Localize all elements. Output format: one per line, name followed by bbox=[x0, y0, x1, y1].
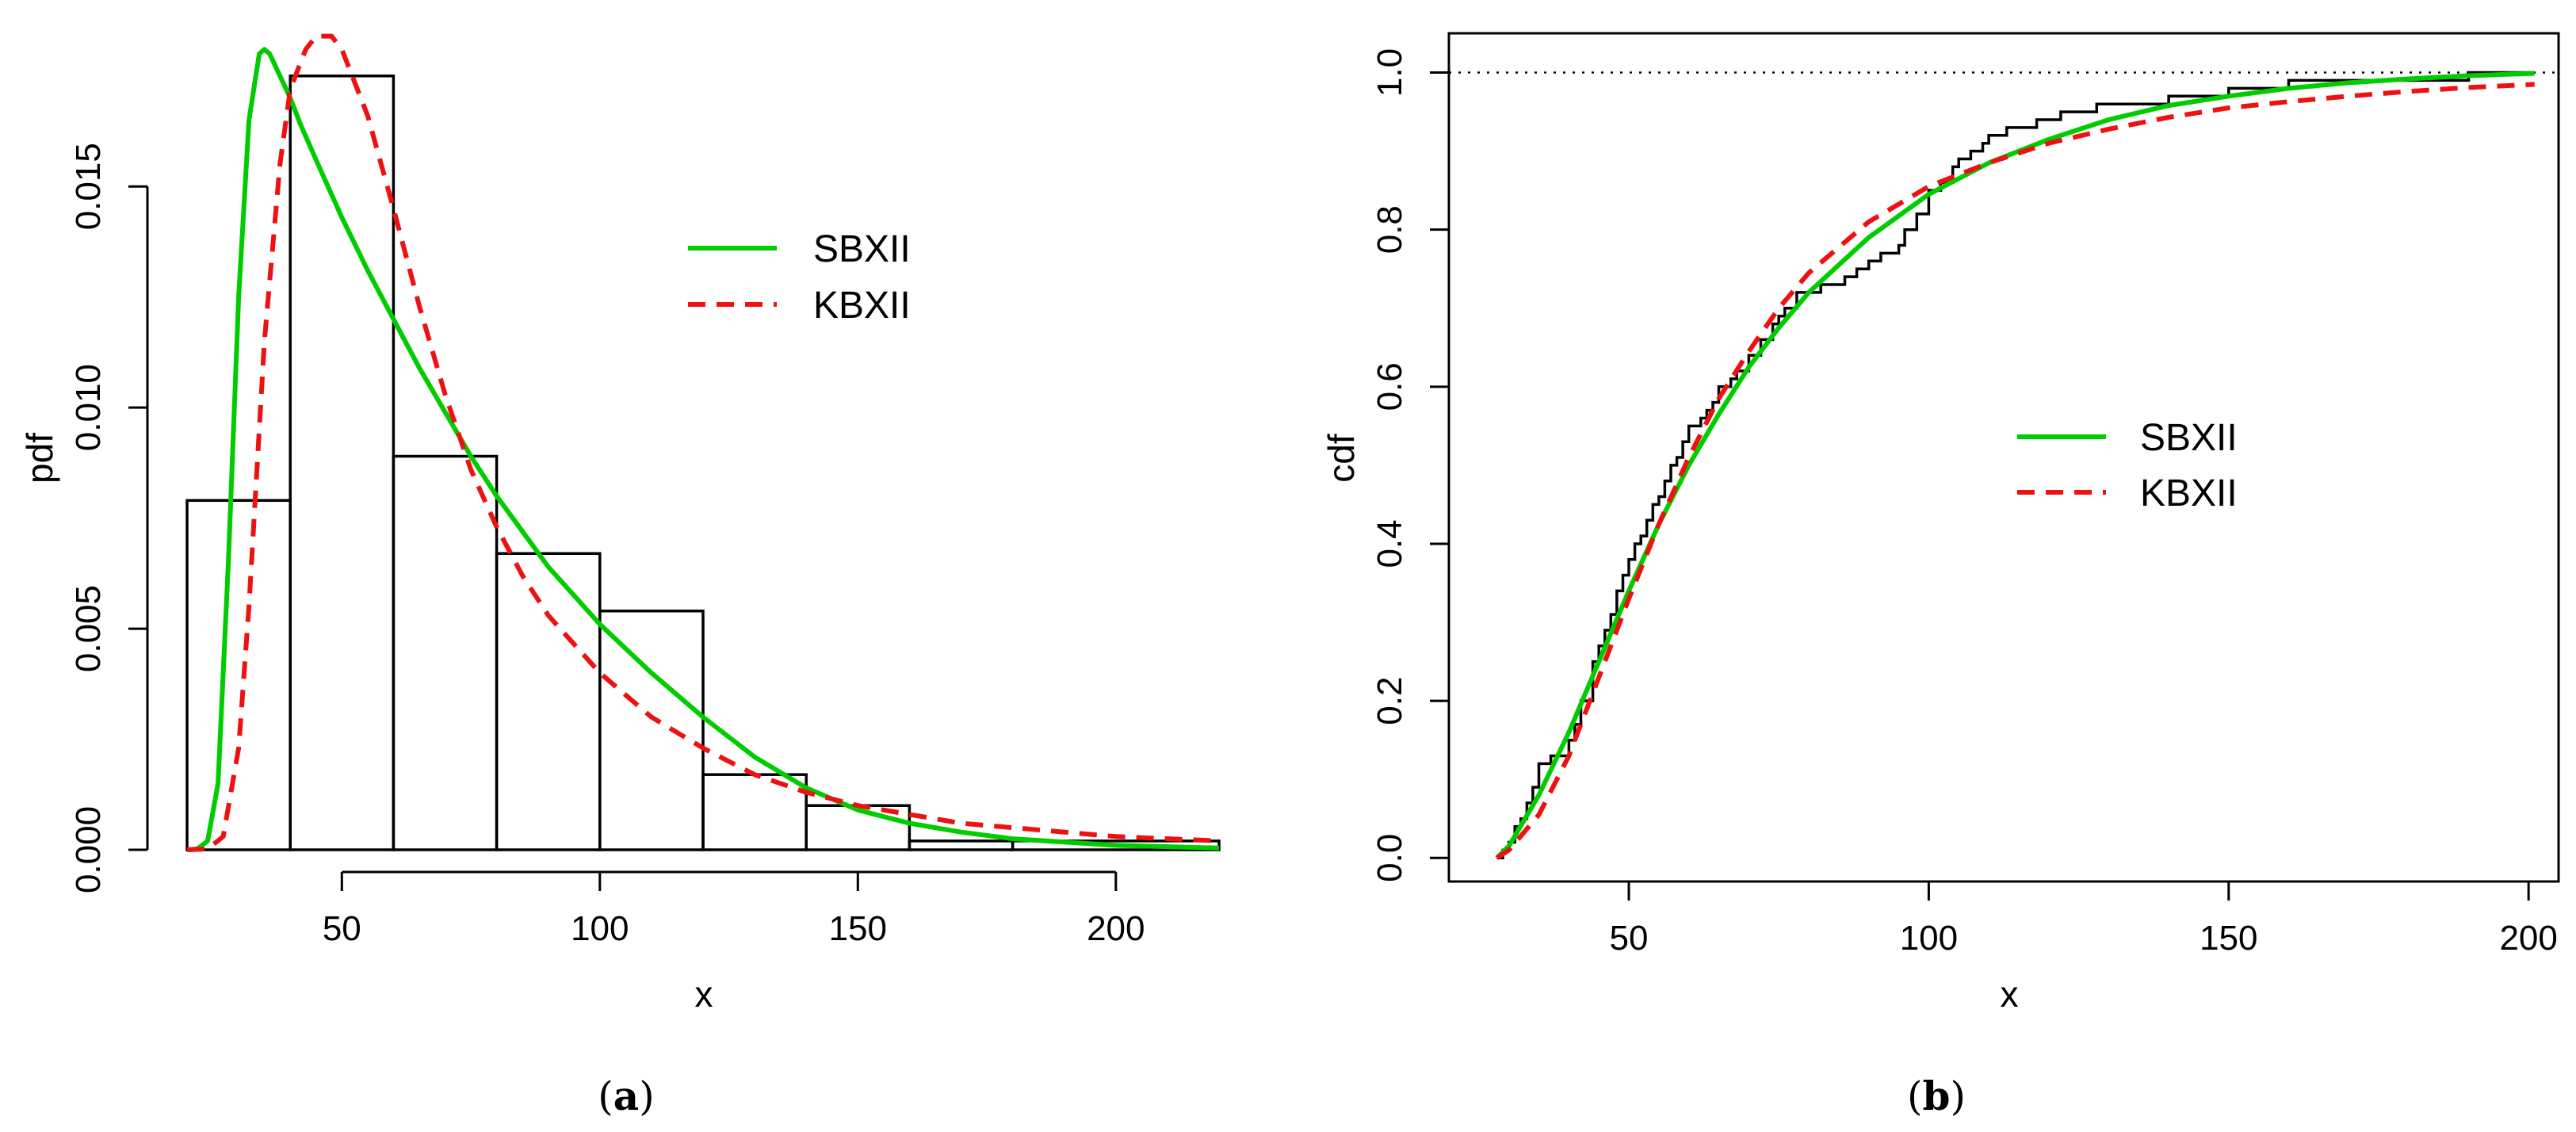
empirical-cdf-step bbox=[1496, 71, 2535, 860]
histogram-bar bbox=[598, 610, 705, 851]
legend: SBXII KBXII bbox=[2017, 417, 2238, 514]
plot-box bbox=[1447, 32, 2560, 883]
histogram-bar bbox=[908, 839, 1015, 851]
histogram-bar bbox=[289, 75, 396, 851]
histogram-bar bbox=[701, 773, 808, 851]
legend: SBXII KBXII bbox=[688, 228, 911, 327]
x-tick-label: 50 bbox=[323, 909, 361, 948]
x-tick-label: 100 bbox=[1900, 919, 1958, 958]
y-axis: 0.0 0.2 0.4 0.6 0.8 1.0 bbox=[1370, 48, 1449, 882]
histogram-bar bbox=[495, 552, 602, 851]
cdf-curves bbox=[1495, 71, 2535, 860]
x-tick-label: 150 bbox=[2200, 919, 2257, 958]
y-tick-label: 0.010 bbox=[69, 364, 108, 451]
y-axis: 0.000 0.005 0.010 0.015 bbox=[69, 143, 149, 893]
panel-a-letter: a bbox=[613, 1073, 639, 1119]
x-tick-label: 50 bbox=[1610, 919, 1649, 958]
x-axis: 50 100 150 200 bbox=[1610, 882, 2558, 958]
x-tick-label: 200 bbox=[2499, 919, 2557, 958]
x-axis-label: x bbox=[2001, 973, 2019, 1015]
histogram-bar bbox=[1011, 839, 1221, 851]
legend-label-kbxii: KBXII bbox=[2140, 472, 2238, 514]
panel-b-caption: (b) bbox=[1907, 1073, 1966, 1119]
legend-label-sbxii: SBXII bbox=[2140, 417, 2238, 459]
y-tick-label: 0.2 bbox=[1370, 677, 1409, 725]
panel-a-pdf-chart: 50 100 150 200 0.000 0.005 0.010 0.015 x pdf S… bbox=[19, 33, 1221, 1119]
panel-b-cdf-chart: 50 100 150 200 0.0 0.2 0.4 0.6 0.8 1.0 x cdf SBX… bbox=[1320, 32, 2560, 1119]
x-tick-label: 150 bbox=[829, 909, 887, 948]
cdf-curve-sbxii bbox=[1495, 71, 2535, 860]
y-tick-label: 0.000 bbox=[69, 806, 108, 893]
cdf-curve-kbxii bbox=[1495, 82, 2535, 860]
y-axis-label: pdf bbox=[19, 433, 60, 484]
x-tick-label: 200 bbox=[1087, 909, 1145, 948]
histogram-bar bbox=[185, 499, 292, 851]
x-axis: 50 100 150 200 bbox=[323, 870, 1145, 948]
y-tick-label: 0.8 bbox=[1370, 205, 1409, 254]
x-tick-label: 100 bbox=[571, 909, 629, 948]
legend-label-sbxii: SBXII bbox=[813, 228, 911, 270]
y-tick-label: 0.005 bbox=[69, 585, 108, 672]
histogram-bar bbox=[392, 454, 499, 851]
pdf-curve-kbxii bbox=[186, 33, 1220, 852]
legend-label-kbxii: KBXII bbox=[813, 285, 911, 327]
y-tick-label: 0.015 bbox=[69, 143, 108, 230]
y-tick-label: 0.0 bbox=[1370, 834, 1409, 882]
x-axis-label: x bbox=[695, 973, 713, 1015]
panel-b-letter: b bbox=[1923, 1073, 1951, 1119]
panel-a-caption: (a) bbox=[598, 1073, 654, 1119]
y-tick-label: 0.4 bbox=[1370, 519, 1409, 568]
y-tick-label: 0.6 bbox=[1370, 362, 1409, 411]
y-axis-label: cdf bbox=[1320, 434, 1362, 483]
pdf-curves bbox=[186, 33, 1220, 852]
histogram-bars bbox=[185, 75, 1221, 851]
y-tick-label: 1.0 bbox=[1370, 48, 1409, 97]
